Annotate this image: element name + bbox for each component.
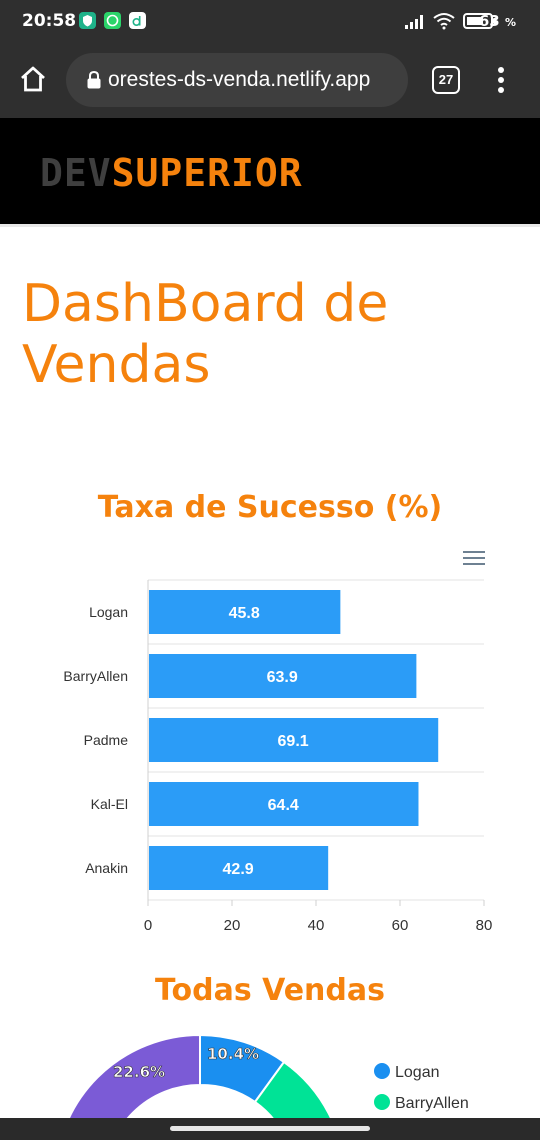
browser-toolbar: orestes-ds-venda.netlify.app 27 bbox=[0, 42, 540, 118]
data-label-anakin: 42.9 bbox=[223, 861, 254, 878]
wifi-icon bbox=[433, 12, 455, 34]
bar-barryallen[interactable] bbox=[149, 654, 417, 698]
brand-logo-superior: SUPERIOR bbox=[111, 151, 303, 195]
page-title: DashBoard de Vendas bbox=[22, 274, 502, 396]
chart-menu-icon[interactable] bbox=[463, 550, 485, 566]
page-title-line2: Vendas bbox=[22, 335, 211, 395]
category-label-padme: Padme bbox=[84, 732, 129, 748]
brand-logo-dev: DEV bbox=[40, 151, 112, 195]
url-text: orestes-ds-venda.netlify.app bbox=[108, 68, 371, 91]
address-bar[interactable]: orestes-ds-venda.netlify.app bbox=[66, 53, 408, 107]
site-header: DEVSUPERIOR bbox=[0, 118, 540, 224]
x-tick-label: 80 bbox=[476, 917, 493, 934]
data-label-padme: 69.1 bbox=[278, 733, 309, 750]
x-tick-label: 20 bbox=[224, 917, 241, 934]
d-app-icon bbox=[129, 12, 146, 29]
legend-item-barryallen[interactable]: BarryAllen bbox=[374, 1094, 469, 1113]
bar-logan[interactable] bbox=[149, 590, 341, 634]
x-tick-label: 40 bbox=[308, 917, 325, 934]
all-sales-title: Todas Vendas bbox=[155, 973, 385, 1008]
home-gesture-handle[interactable] bbox=[170, 1126, 370, 1131]
legend-marker-barryallen bbox=[374, 1094, 390, 1110]
legend-item-logan[interactable]: Logan bbox=[374, 1063, 440, 1082]
legend-marker-logan bbox=[374, 1063, 390, 1079]
category-label-anakin: Anakin bbox=[85, 860, 128, 876]
shield-app-icon bbox=[79, 12, 96, 29]
data-label-barryallen: 63.9 bbox=[267, 669, 298, 686]
x-tick-label: 60 bbox=[392, 917, 409, 934]
donut-slice-other[interactable] bbox=[55, 1033, 201, 1120]
donut-label-other: 22.6% bbox=[113, 1063, 165, 1081]
category-label-kal-el: Kal-El bbox=[91, 796, 128, 812]
header-divider bbox=[0, 224, 540, 227]
battery-percent: 63 % bbox=[478, 12, 516, 30]
success-rate-chart: 45.8 Logan 63.9 BarryAllen 69.1 Padme 64.4 Kal-… bbox=[63, 579, 493, 934]
clock: 20:58 bbox=[22, 11, 77, 31]
lock-icon bbox=[86, 70, 102, 90]
bar-kal-el[interactable] bbox=[149, 782, 419, 826]
category-label-logan: Logan bbox=[89, 604, 128, 620]
success-rate-title: Taxa de Sucesso (%) bbox=[97, 490, 443, 525]
data-label-kal-el: 64.4 bbox=[268, 797, 299, 814]
tab-switcher-button[interactable]: 27 bbox=[432, 66, 460, 94]
signal-icon bbox=[404, 13, 426, 33]
brand-logo[interactable]: DEVSUPERIOR bbox=[40, 151, 303, 195]
bar-anakin[interactable] bbox=[149, 846, 329, 890]
home-icon[interactable] bbox=[18, 64, 48, 94]
donut-label-logan: 10.4% bbox=[207, 1045, 259, 1063]
browser-menu-icon[interactable] bbox=[492, 64, 510, 96]
page-title-line1: DashBoard de bbox=[22, 274, 389, 334]
all-sales-chart: 10.4% 22.6% Logan BarryAllen bbox=[0, 1025, 540, 1120]
bar-padme[interactable] bbox=[149, 718, 439, 762]
data-label-logan: 45.8 bbox=[229, 605, 260, 622]
category-label-barryallen: BarryAllen bbox=[63, 668, 128, 684]
battery-icon bbox=[463, 13, 497, 33]
status-bar: 20:58 63 % bbox=[0, 0, 540, 42]
x-tick-label: 0 bbox=[144, 917, 152, 934]
whatsapp-icon bbox=[104, 12, 121, 29]
system-nav-bar bbox=[0, 1118, 540, 1140]
